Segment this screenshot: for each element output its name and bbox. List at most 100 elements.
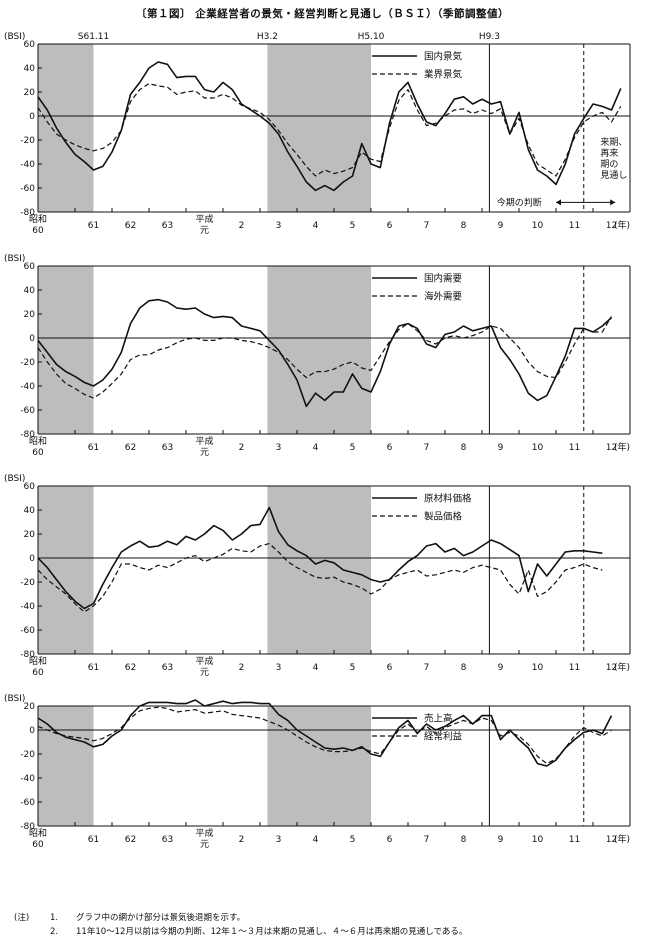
x-tick-label: 7 [424,221,430,231]
x-tick-label: 11 [569,835,580,845]
note-1: (注) 1. グラフ中の網かけ部分は景気後退期を示す。 [14,911,467,925]
note-number: 2. [50,927,59,937]
chart-panel-1 [37,43,631,213]
y-tick-label: -60 [20,406,35,416]
x-tick-label: 9 [498,443,504,453]
y-tick-label: 20 [24,702,36,712]
forecast-label: 期の [600,159,618,170]
x-tick-label: 3 [276,221,282,231]
x-tick-label: 10 [532,221,544,231]
x-tick-label: 7 [424,443,430,453]
x-tick-label: 10 [532,443,544,453]
x-tick-label: 61 [88,835,99,845]
x-tick-label: 元 [200,668,209,678]
recession-shading [267,706,371,826]
period-label: H5.10 [358,32,385,42]
y-tick-label: -20 [20,578,35,588]
y-tick-label: 60 [24,40,36,50]
series-line-1 [37,61,622,192]
x-tick-label: 元 [200,840,209,850]
period-label: H3.2 [257,32,278,42]
x-tick-label: 3 [276,443,282,453]
x-tick-label: 10 [532,835,544,845]
recession-shading [267,486,371,654]
x-tick-label: 63 [162,443,173,453]
legend-label: 海外需要 [424,291,462,303]
y-tick-label: 0 [29,334,35,344]
x-tick-label: 60 [32,668,44,678]
y-tick-label: -20 [20,136,35,146]
y-tick-label: -80 [20,650,35,660]
recession-shading [38,44,94,212]
x-unit-label: (年) [614,661,630,673]
x-unit-label: (年) [614,441,630,453]
period-label: S61.11 [78,32,109,42]
x-tick-label: 8 [461,221,467,231]
x-tick-label: 61 [88,221,99,231]
recession-shading [267,44,371,212]
y-tick-label: 20 [24,530,36,540]
x-tick-label: 10 [532,663,544,673]
x-tick-label: 2 [239,443,245,453]
x-tick-label: 平成 [195,827,213,839]
forecast-label: 来期、 [600,137,627,148]
y-tick-label: 0 [29,554,35,564]
note-2: 2. 11年10～12月以前は今期の判断、12年１～３月は来期の見通し、４～６月… [14,925,467,939]
y-tick-label: -40 [20,774,35,784]
y-tick-label: -60 [20,626,35,636]
x-tick-label: 4 [313,663,319,673]
x-tick-label: 3 [276,835,282,845]
x-tick-label: 11 [569,443,580,453]
series-line-1 [37,506,603,610]
x-tick-label: 2 [239,663,245,673]
y-axis-label: (BSI) [4,474,25,484]
x-tick-label: 7 [424,663,430,673]
y-tick-label: 40 [24,64,36,74]
x-tick-label: 61 [88,443,99,453]
x-tick-label: 昭和 [29,656,47,667]
x-tick-label: 元 [200,448,209,458]
x-tick-label: 11 [569,663,580,673]
x-unit-label: (年) [614,833,630,845]
chart-panel-4 [37,699,631,827]
note-number: 1. [50,913,59,923]
note-text: 11年10～12月以前は今期の判断、12年１～３月は来期の見通し、４～６月は再来… [76,927,468,937]
x-tick-label: 9 [498,663,504,673]
x-tick-label: 12 [606,663,617,673]
y-tick-label: -20 [20,358,35,368]
y-tick-label: -40 [20,382,35,392]
x-tick-label: 昭和 [29,214,47,225]
recession-shading [38,706,94,826]
notes: (注) 1. グラフ中の網かけ部分は景気後退期を示す。 2. 11年10～12月… [14,911,467,939]
x-tick-label: 63 [162,663,173,673]
x-tick-label: 61 [88,663,99,673]
x-tick-label: 平成 [195,655,213,667]
recession-shading [38,486,94,654]
legend-label: 業界景気 [424,69,463,81]
legend-label: 製品価格 [424,511,463,523]
y-tick-label: 20 [24,88,36,98]
y-tick-label: 40 [24,286,36,296]
x-tick-label: 63 [162,221,173,231]
series-line-2 [37,543,603,613]
x-tick-label: 8 [461,663,467,673]
x-tick-label: 5 [350,221,356,231]
x-tick-label: 平成 [195,435,213,447]
x-tick-label: 2 [239,221,245,231]
legend-label: 経常利益 [424,731,463,743]
y-tick-label: 40 [24,506,36,516]
x-tick-label: 60 [32,840,44,850]
x-tick-label: 6 [387,443,393,453]
x-tick-label: 昭和 [29,828,47,839]
legend-label: 原材料価格 [424,493,472,505]
x-tick-label: 60 [32,226,44,236]
series-line-2 [37,83,622,177]
y-tick-label: 0 [29,112,35,122]
period-label: H9.3 [479,32,500,42]
y-tick-label: -60 [20,184,35,194]
x-unit-label: (年) [614,219,630,231]
x-tick-label: 昭和 [29,436,47,447]
x-tick-label: 62 [125,663,136,673]
recession-shading [267,266,371,434]
